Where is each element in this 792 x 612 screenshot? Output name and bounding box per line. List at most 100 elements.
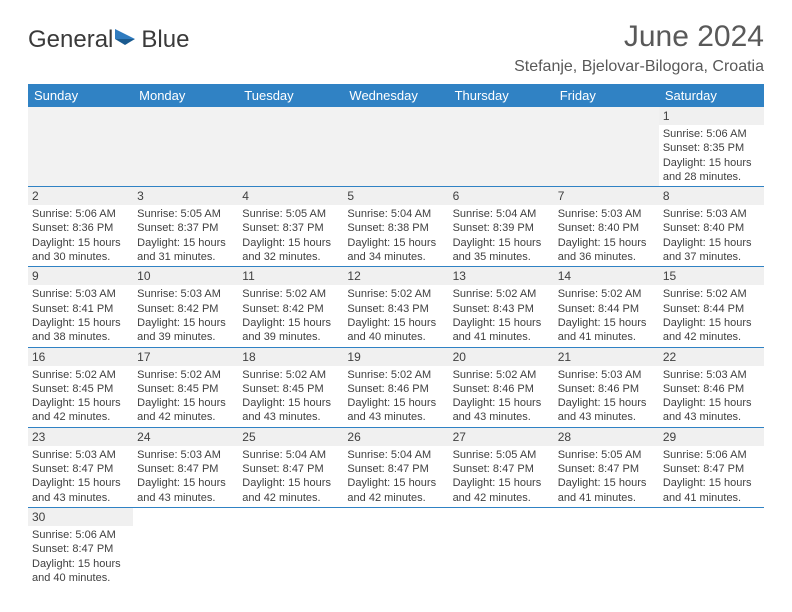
location-text: Stefanje, Bjelovar-Bilogora, Croatia (514, 58, 764, 76)
calendar-cell: 16Sunrise: 5:02 AMSunset: 8:45 PMDayligh… (28, 347, 133, 427)
day-header: Saturday (659, 84, 764, 107)
day-content: Sunrise: 5:05 AMSunset: 8:37 PMDaylight:… (238, 205, 343, 266)
day-header: Friday (554, 84, 659, 107)
day-content: Sunrise: 5:03 AMSunset: 8:47 PMDaylight:… (133, 446, 238, 507)
calendar-cell: 14Sunrise: 5:02 AMSunset: 8:44 PMDayligh… (554, 267, 659, 347)
calendar-cell: 15Sunrise: 5:02 AMSunset: 8:44 PMDayligh… (659, 267, 764, 347)
day-content: Sunrise: 5:02 AMSunset: 8:43 PMDaylight:… (343, 285, 448, 346)
day-content: Sunrise: 5:02 AMSunset: 8:43 PMDaylight:… (449, 285, 554, 346)
day-number: 28 (554, 428, 659, 446)
day-number: 20 (449, 348, 554, 366)
calendar-cell (133, 507, 238, 587)
day-content: Sunrise: 5:03 AMSunset: 8:40 PMDaylight:… (554, 205, 659, 266)
day-number: 19 (343, 348, 448, 366)
calendar-week-row: 23Sunrise: 5:03 AMSunset: 8:47 PMDayligh… (28, 427, 764, 507)
calendar-week-row: 1Sunrise: 5:06 AMSunset: 8:35 PMDaylight… (28, 107, 764, 187)
calendar-cell: 23Sunrise: 5:03 AMSunset: 8:47 PMDayligh… (28, 427, 133, 507)
day-number: 30 (28, 508, 133, 526)
logo: General Blue (28, 26, 189, 54)
calendar-cell: 9Sunrise: 5:03 AMSunset: 8:41 PMDaylight… (28, 267, 133, 347)
day-number: 18 (238, 348, 343, 366)
calendar-cell (449, 107, 554, 187)
calendar-cell (554, 507, 659, 587)
day-content: Sunrise: 5:03 AMSunset: 8:41 PMDaylight:… (28, 285, 133, 346)
calendar-cell: 19Sunrise: 5:02 AMSunset: 8:46 PMDayligh… (343, 347, 448, 427)
calendar-cell: 25Sunrise: 5:04 AMSunset: 8:47 PMDayligh… (238, 427, 343, 507)
day-number: 21 (554, 348, 659, 366)
day-number: 8 (659, 187, 764, 205)
calendar-cell: 22Sunrise: 5:03 AMSunset: 8:46 PMDayligh… (659, 347, 764, 427)
calendar-cell: 10Sunrise: 5:03 AMSunset: 8:42 PMDayligh… (133, 267, 238, 347)
calendar-cell: 3Sunrise: 5:05 AMSunset: 8:37 PMDaylight… (133, 187, 238, 267)
month-title: June 2024 (514, 20, 764, 54)
calendar-cell (238, 507, 343, 587)
day-number: 26 (343, 428, 448, 446)
calendar-cell: 6Sunrise: 5:04 AMSunset: 8:39 PMDaylight… (449, 187, 554, 267)
calendar-cell (343, 507, 448, 587)
day-number: 12 (343, 267, 448, 285)
calendar-cell: 26Sunrise: 5:04 AMSunset: 8:47 PMDayligh… (343, 427, 448, 507)
calendar-cell (554, 107, 659, 187)
flag-icon (113, 27, 139, 54)
day-number: 14 (554, 267, 659, 285)
calendar-cell: 27Sunrise: 5:05 AMSunset: 8:47 PMDayligh… (449, 427, 554, 507)
day-header: Wednesday (343, 84, 448, 107)
calendar-cell (659, 507, 764, 587)
day-number: 2 (28, 187, 133, 205)
calendar-cell: 1Sunrise: 5:06 AMSunset: 8:35 PMDaylight… (659, 107, 764, 187)
day-number: 7 (554, 187, 659, 205)
day-header: Tuesday (238, 84, 343, 107)
day-content: Sunrise: 5:03 AMSunset: 8:47 PMDaylight:… (28, 446, 133, 507)
day-header: Sunday (28, 84, 133, 107)
calendar-cell: 11Sunrise: 5:02 AMSunset: 8:42 PMDayligh… (238, 267, 343, 347)
day-header-row: Sunday Monday Tuesday Wednesday Thursday… (28, 84, 764, 107)
day-content: Sunrise: 5:04 AMSunset: 8:47 PMDaylight:… (343, 446, 448, 507)
day-content: Sunrise: 5:02 AMSunset: 8:42 PMDaylight:… (238, 285, 343, 346)
calendar-cell: 8Sunrise: 5:03 AMSunset: 8:40 PMDaylight… (659, 187, 764, 267)
day-number: 27 (449, 428, 554, 446)
calendar-cell: 28Sunrise: 5:05 AMSunset: 8:47 PMDayligh… (554, 427, 659, 507)
day-content: Sunrise: 5:06 AMSunset: 8:47 PMDaylight:… (659, 446, 764, 507)
day-content: Sunrise: 5:02 AMSunset: 8:46 PMDaylight:… (343, 366, 448, 427)
day-content: Sunrise: 5:02 AMSunset: 8:44 PMDaylight:… (659, 285, 764, 346)
day-number: 9 (28, 267, 133, 285)
logo-text-general: General (28, 26, 113, 54)
day-header: Thursday (449, 84, 554, 107)
calendar-cell: 21Sunrise: 5:03 AMSunset: 8:46 PMDayligh… (554, 347, 659, 427)
day-header: Monday (133, 84, 238, 107)
calendar-cell: 12Sunrise: 5:02 AMSunset: 8:43 PMDayligh… (343, 267, 448, 347)
day-number: 5 (343, 187, 448, 205)
day-number: 25 (238, 428, 343, 446)
calendar-cell: 7Sunrise: 5:03 AMSunset: 8:40 PMDaylight… (554, 187, 659, 267)
day-number: 6 (449, 187, 554, 205)
day-number: 1 (659, 107, 764, 125)
day-number: 4 (238, 187, 343, 205)
calendar-cell: 29Sunrise: 5:06 AMSunset: 8:47 PMDayligh… (659, 427, 764, 507)
day-number: 22 (659, 348, 764, 366)
calendar-cell: 30Sunrise: 5:06 AMSunset: 8:47 PMDayligh… (28, 507, 133, 587)
logo-text-blue: Blue (141, 26, 189, 54)
day-number: 3 (133, 187, 238, 205)
day-content: Sunrise: 5:06 AMSunset: 8:36 PMDaylight:… (28, 205, 133, 266)
day-number: 15 (659, 267, 764, 285)
day-content: Sunrise: 5:04 AMSunset: 8:38 PMDaylight:… (343, 205, 448, 266)
day-number: 17 (133, 348, 238, 366)
day-content: Sunrise: 5:02 AMSunset: 8:45 PMDaylight:… (133, 366, 238, 427)
day-content: Sunrise: 5:02 AMSunset: 8:45 PMDaylight:… (28, 366, 133, 427)
day-content: Sunrise: 5:05 AMSunset: 8:47 PMDaylight:… (449, 446, 554, 507)
day-content: Sunrise: 5:02 AMSunset: 8:45 PMDaylight:… (238, 366, 343, 427)
calendar-cell (449, 507, 554, 587)
day-number: 24 (133, 428, 238, 446)
calendar-week-row: 30Sunrise: 5:06 AMSunset: 8:47 PMDayligh… (28, 507, 764, 587)
calendar-page: General Blue June 2024 Stefanje, Bjelova… (0, 0, 792, 607)
day-content: Sunrise: 5:02 AMSunset: 8:46 PMDaylight:… (449, 366, 554, 427)
day-number: 16 (28, 348, 133, 366)
day-content: Sunrise: 5:03 AMSunset: 8:46 PMDaylight:… (659, 366, 764, 427)
day-content: Sunrise: 5:02 AMSunset: 8:44 PMDaylight:… (554, 285, 659, 346)
day-content: Sunrise: 5:05 AMSunset: 8:37 PMDaylight:… (133, 205, 238, 266)
calendar-cell (133, 107, 238, 187)
calendar-cell (28, 107, 133, 187)
calendar-cell: 18Sunrise: 5:02 AMSunset: 8:45 PMDayligh… (238, 347, 343, 427)
day-number: 10 (133, 267, 238, 285)
calendar-body: 1Sunrise: 5:06 AMSunset: 8:35 PMDaylight… (28, 107, 764, 587)
